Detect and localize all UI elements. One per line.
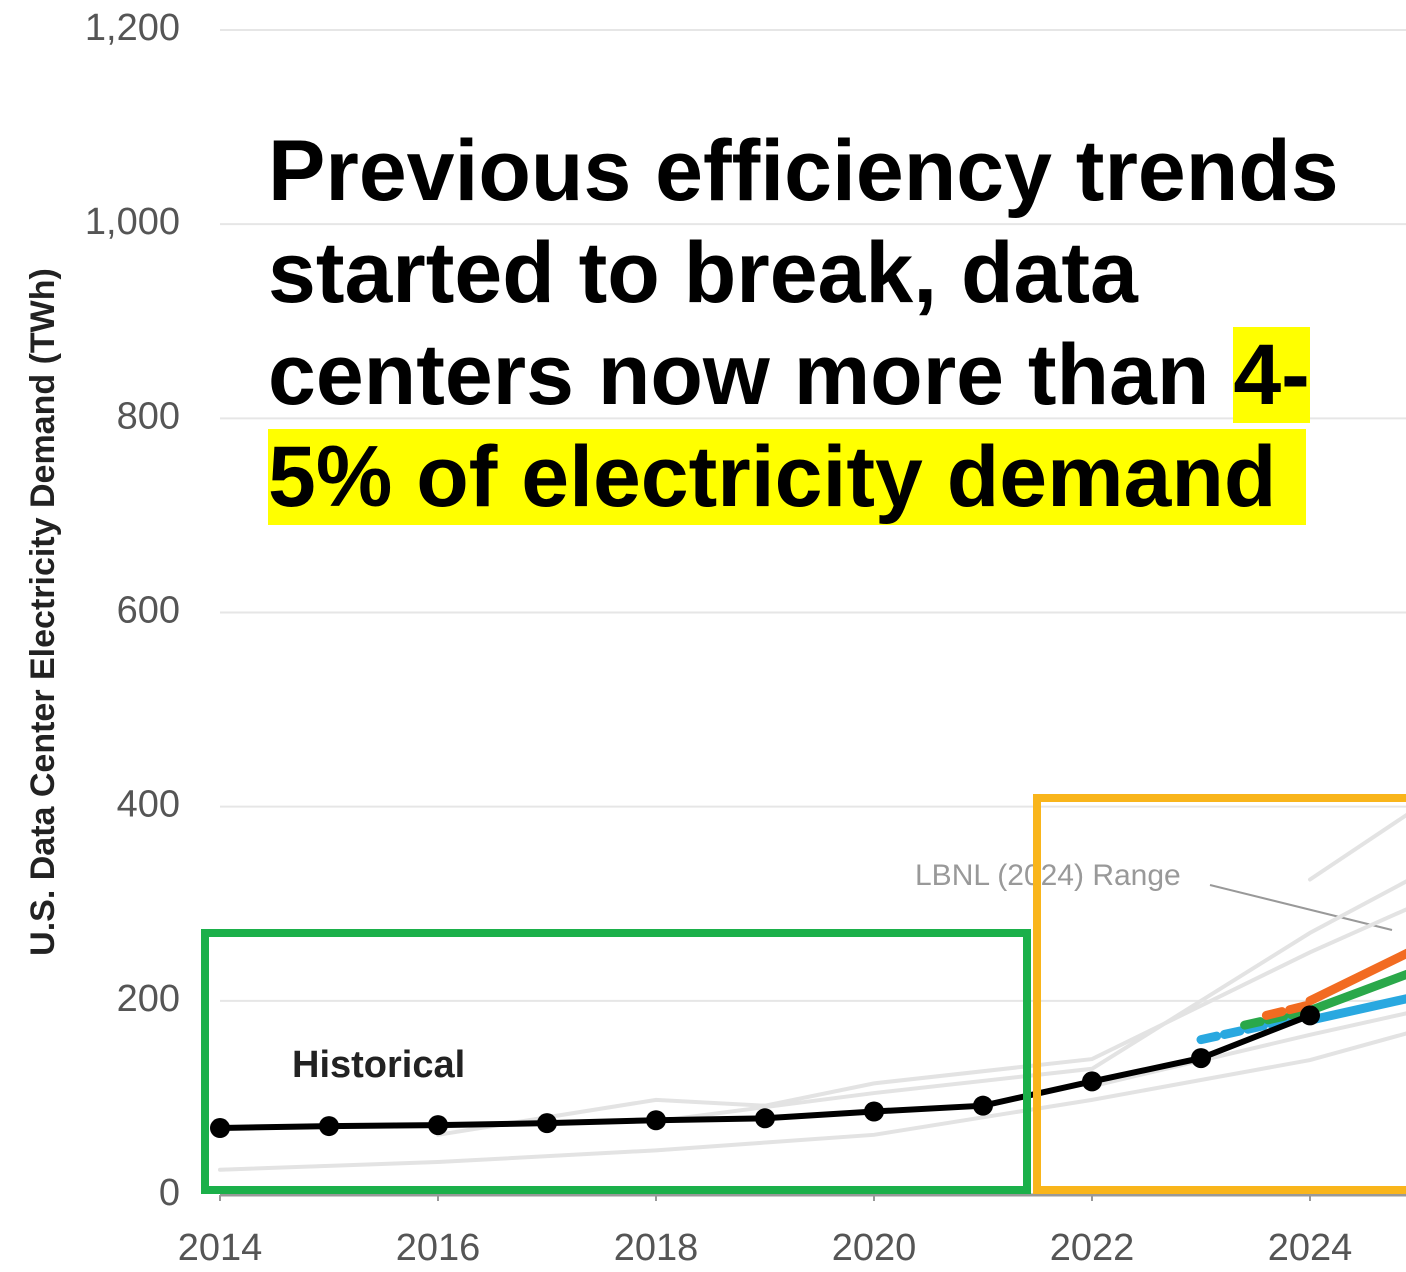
x-tick-label: 2024 <box>1268 1227 1353 1269</box>
x-tick-label: 2016 <box>396 1227 481 1269</box>
annotation-text: Previous efficiency trends started to br… <box>268 123 1339 423</box>
y-tick-label: 800 <box>117 395 180 437</box>
series-line <box>654 879 1406 1124</box>
point <box>1300 1005 1320 1026</box>
series-line <box>1305 994 1406 1025</box>
y-tick-label: 400 <box>117 784 180 826</box>
series-line <box>1261 1000 1315 1020</box>
highlight-box-projection <box>1033 794 1406 1194</box>
series-line <box>1090 1011 1406 1089</box>
point <box>319 1116 339 1137</box>
point <box>755 1108 775 1129</box>
series-line <box>1240 1006 1315 1030</box>
point <box>1082 1071 1102 1092</box>
series-line <box>1305 948 1406 1006</box>
x-tick-label: 2022 <box>1050 1227 1135 1269</box>
y-tick-label: 600 <box>117 590 180 632</box>
annotation: Previous efficiency trends started to br… <box>268 120 1378 528</box>
series-line <box>1308 812 1406 882</box>
series-line <box>218 1031 1406 1172</box>
range-label: LBNL (2024) Range <box>915 859 1181 892</box>
y-tick-label: 1,000 <box>85 201 180 243</box>
point <box>646 1110 666 1131</box>
point <box>1191 1048 1211 1069</box>
y-tick-label: 1,200 <box>85 7 180 49</box>
point <box>973 1095 993 1116</box>
point <box>210 1118 230 1139</box>
series-line <box>1305 969 1406 1016</box>
point <box>864 1101 884 1122</box>
series-line <box>436 907 1406 1137</box>
series-label: Historical <box>292 1044 465 1086</box>
x-tick-label: 2014 <box>178 1227 263 1269</box>
y-tick-label: 0 <box>159 1172 180 1214</box>
x-tick-label: 2020 <box>832 1227 917 1269</box>
point <box>428 1115 448 1136</box>
x-tick-label: 2018 <box>614 1227 699 1269</box>
range-leader <box>1209 884 1393 931</box>
y-tick-label: 200 <box>117 978 180 1020</box>
y-axis-label: U.S. Data Center Electricity Demand (TWh… <box>24 268 62 956</box>
highlight-box-historical <box>201 929 1031 1194</box>
point <box>537 1113 557 1134</box>
